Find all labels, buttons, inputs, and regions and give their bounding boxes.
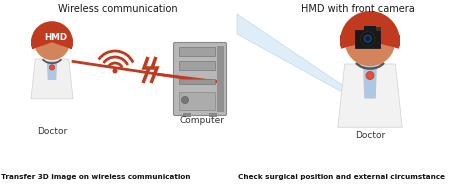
Circle shape: [365, 36, 370, 41]
Circle shape: [345, 12, 395, 63]
Bar: [183, 113, 191, 117]
Circle shape: [112, 68, 118, 74]
Bar: [209, 113, 217, 117]
Polygon shape: [31, 59, 73, 99]
Circle shape: [361, 32, 374, 46]
Bar: [217, 46, 224, 112]
Polygon shape: [338, 64, 402, 127]
Bar: [355, 29, 380, 48]
Bar: [179, 79, 215, 84]
Wedge shape: [31, 21, 73, 49]
Text: HMD with front camera: HMD with front camera: [301, 4, 415, 14]
Wedge shape: [340, 11, 400, 49]
Bar: [48, 52, 56, 59]
Wedge shape: [346, 41, 394, 66]
Bar: [179, 47, 215, 56]
Circle shape: [49, 65, 55, 70]
Text: Computer: Computer: [180, 116, 225, 125]
Bar: [31, 39, 73, 46]
Text: Doctor: Doctor: [37, 127, 67, 136]
Circle shape: [366, 71, 374, 80]
Text: Transfer 3D image on wireless communication: Transfer 3D image on wireless communicat…: [1, 174, 191, 180]
Circle shape: [35, 23, 69, 57]
Bar: [364, 54, 376, 64]
Text: Wireless communication: Wireless communication: [58, 4, 178, 14]
Bar: [179, 92, 215, 110]
Circle shape: [363, 34, 372, 43]
Polygon shape: [237, 14, 400, 124]
Bar: [179, 61, 215, 70]
Circle shape: [182, 97, 189, 104]
Bar: [340, 35, 400, 46]
Bar: [376, 27, 382, 31]
Text: Check surgical position and external circumstance: Check surgical position and external cir…: [238, 174, 445, 180]
Wedge shape: [35, 42, 69, 60]
Bar: [191, 98, 196, 102]
Text: Doctor: Doctor: [355, 131, 385, 140]
FancyBboxPatch shape: [173, 43, 227, 115]
Polygon shape: [363, 66, 377, 98]
Text: HMD: HMD: [45, 33, 68, 43]
Bar: [364, 26, 376, 32]
Polygon shape: [47, 61, 57, 80]
